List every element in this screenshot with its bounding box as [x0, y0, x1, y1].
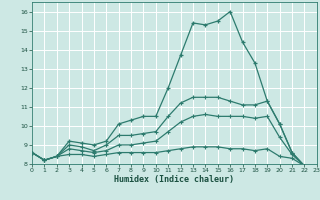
X-axis label: Humidex (Indice chaleur): Humidex (Indice chaleur): [115, 175, 234, 184]
